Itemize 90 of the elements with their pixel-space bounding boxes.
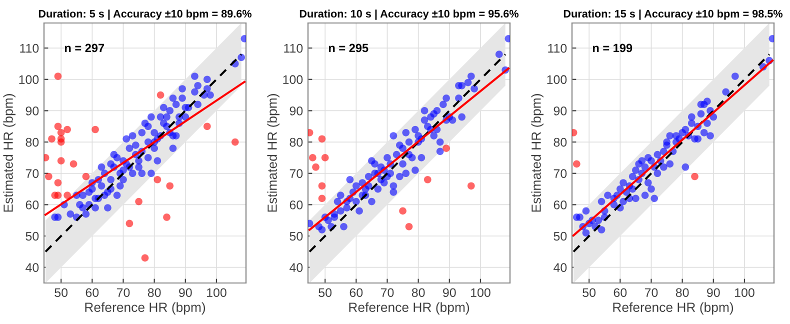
point	[691, 172, 698, 180]
point	[399, 207, 406, 215]
y-tick-label: 90	[290, 106, 303, 116]
y-tick-label: 100	[283, 75, 303, 84]
point	[57, 138, 65, 146]
point	[572, 160, 580, 168]
x-tick-label: 90	[443, 288, 456, 298]
point	[54, 179, 62, 186]
y-tick-label: 90	[26, 106, 39, 116]
point	[82, 172, 90, 180]
y-tick-label: 80	[290, 138, 303, 147]
point	[405, 222, 413, 230]
point	[424, 176, 432, 184]
point	[312, 163, 320, 171]
x-tick-label: 60	[614, 288, 627, 298]
x-tick-label: 50	[318, 288, 332, 298]
point	[54, 72, 62, 80]
y-tick-label: 50	[290, 232, 303, 241]
point	[44, 172, 52, 180]
x-tick-label: 80	[412, 288, 425, 298]
chart-title: Duration: 5 s | Accuracy ±10 bpm = 89.6%	[38, 10, 252, 20]
point	[467, 182, 475, 190]
point	[54, 192, 62, 199]
y-tick-label: 50	[26, 232, 39, 241]
annotation: n = 295	[328, 44, 368, 52]
x-tick-label: 100	[471, 288, 490, 298]
point	[57, 157, 65, 165]
x-tick-label: 90	[179, 288, 192, 298]
point	[57, 128, 65, 136]
point	[70, 160, 78, 168]
y-tick-label: 60	[290, 200, 303, 210]
point	[92, 126, 99, 134]
y-tick-label: 110	[548, 44, 567, 53]
x-tick-label: 60	[350, 288, 363, 298]
point	[154, 176, 162, 184]
x-axis-title: Reference HR (bpm)	[613, 302, 734, 315]
y-tick-label: 80	[554, 138, 567, 147]
y-tick-label: 100	[19, 75, 39, 84]
point	[318, 135, 326, 143]
point	[166, 182, 174, 190]
x-axis-title: Reference HR (bpm)	[349, 302, 470, 315]
y-tick-label: 60	[26, 200, 39, 210]
point	[308, 154, 316, 162]
chart-title: Duration: 10 s | Accuracy ±10 bpm = 95.6%	[300, 10, 519, 20]
point	[135, 198, 142, 206]
point	[156, 91, 164, 99]
y-tick-label: 110	[20, 44, 39, 53]
x-tick-label: 100	[207, 288, 226, 298]
point	[64, 126, 71, 134]
y-tick-label: 50	[554, 232, 567, 241]
y-axis-title: Estimated HR (bpm)	[3, 94, 16, 212]
point	[442, 144, 450, 152]
x-tick-label: 70	[644, 288, 658, 298]
y-axis-title: Estimated HR (bpm)	[531, 94, 544, 212]
y-tick-label: 100	[547, 75, 567, 84]
point	[203, 122, 211, 130]
point	[48, 135, 56, 143]
y-tick-label: 60	[554, 200, 567, 210]
y-tick-label: 80	[26, 138, 39, 147]
x-tick-label: 80	[148, 288, 161, 298]
x-tick-label: 50	[582, 288, 596, 298]
x-tick-label: 70	[380, 288, 394, 298]
y-tick-label: 40	[26, 263, 39, 272]
annotation: n = 297	[64, 44, 104, 52]
y-tick-label: 70	[290, 169, 303, 178]
x-tick-label: 50	[54, 288, 68, 298]
point	[321, 154, 329, 162]
y-tick-label: 90	[554, 106, 567, 116]
point	[126, 220, 134, 228]
x-tick-label: 90	[707, 288, 720, 298]
y-tick-label: 40	[554, 263, 567, 272]
x-tick-label: 100	[735, 288, 754, 298]
y-tick-label: 110	[284, 44, 303, 53]
y-tick-label: 70	[26, 169, 39, 178]
x-tick-label: 70	[116, 288, 130, 298]
annotation: n = 199	[592, 44, 632, 52]
point	[54, 122, 62, 130]
point	[141, 254, 149, 262]
point	[163, 214, 170, 221]
x-tick-label: 60	[86, 288, 99, 298]
y-tick-label: 40	[290, 263, 303, 272]
x-tick-label: 80	[676, 288, 689, 298]
x-axis-title: Reference HR (bpm)	[85, 302, 206, 315]
y-axis-title: Estimated HR (bpm)	[267, 94, 280, 212]
y-tick-label: 70	[554, 169, 567, 178]
point	[318, 182, 326, 190]
chart-title: Duration: 15 s | Accuracy ±10 bpm = 98.5%	[564, 10, 783, 20]
point	[318, 194, 326, 202]
point	[64, 192, 71, 199]
point	[231, 138, 239, 146]
